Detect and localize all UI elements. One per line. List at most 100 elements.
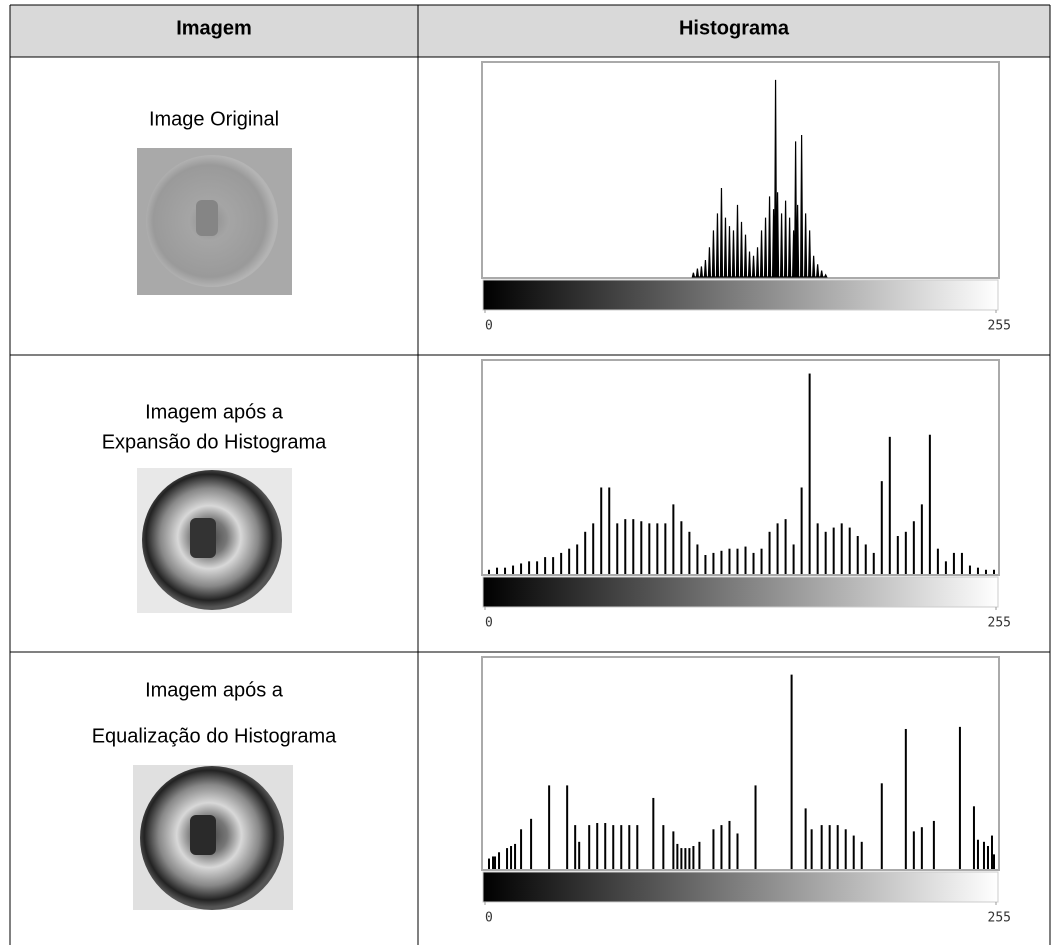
page: Imagem Histograma Image Original Imagem … xyxy=(0,0,1059,945)
histogram-bar xyxy=(905,532,907,574)
histogram-bar xyxy=(921,827,923,869)
histogram-bar xyxy=(504,568,506,574)
caption: Imagem após a xyxy=(145,401,284,423)
histogram-bar xyxy=(973,806,975,869)
histogram-bar xyxy=(680,521,682,574)
histogram-bar xyxy=(512,566,514,574)
histogram-bar xyxy=(604,823,606,869)
histogram-bar xyxy=(985,570,987,574)
histogram-bar xyxy=(624,519,626,574)
histogram-bar xyxy=(552,557,554,574)
histogram-bar xyxy=(991,836,993,869)
histogram-bar xyxy=(857,536,859,574)
x-tick-label: 0 xyxy=(485,319,493,334)
histogram-bar xyxy=(696,544,698,574)
histogram-bar xyxy=(889,437,891,574)
histogram-bar xyxy=(921,504,923,574)
histogram-bar xyxy=(865,544,867,574)
histogram-bar xyxy=(672,831,674,869)
histogram: 0255 xyxy=(482,657,1011,926)
histogram-bar xyxy=(745,547,747,574)
histogram-bar xyxy=(520,829,522,869)
gray-scale-bar xyxy=(483,577,998,607)
histogram-bar xyxy=(510,846,512,869)
histogram-bar xyxy=(698,842,700,869)
histogram-bar xyxy=(560,553,562,574)
histogram-bar xyxy=(688,848,690,869)
histogram-bar xyxy=(736,833,738,869)
histogram-bar xyxy=(648,523,650,574)
histogram-bar xyxy=(576,544,578,574)
histogram-bar xyxy=(592,523,594,574)
histogram-bar xyxy=(937,549,939,574)
histogram: 0255 xyxy=(482,360,1011,631)
histogram-bar xyxy=(720,551,722,574)
x-tick-label: 255 xyxy=(988,319,1011,334)
histogram-bar xyxy=(704,555,706,574)
histogram-bar xyxy=(791,675,793,869)
x-tick-label: 0 xyxy=(485,911,493,926)
histogram-bar xyxy=(897,536,899,574)
histogram-bar xyxy=(805,808,807,869)
histogram-bar xyxy=(977,840,979,869)
histogram-bar xyxy=(574,825,576,869)
histogram-bar xyxy=(488,570,490,574)
histogram-bar xyxy=(566,785,568,869)
caption: Image Original xyxy=(149,108,279,130)
histogram-bar xyxy=(662,825,664,869)
histogram-bar xyxy=(548,785,550,869)
histogram-bar xyxy=(712,553,714,574)
histogram-bar xyxy=(688,532,690,574)
histogram-bar xyxy=(833,528,835,574)
histogram-bar xyxy=(544,557,546,574)
histogram-bar xyxy=(640,521,642,574)
histogram-bar xyxy=(837,825,839,869)
histogram-bar xyxy=(801,487,803,574)
histogram-bar xyxy=(753,553,755,574)
histogram-bar xyxy=(849,528,851,574)
histogram-bar xyxy=(530,819,532,869)
histogram-bar xyxy=(821,825,823,869)
histogram-bar xyxy=(712,829,714,869)
histogram-bar xyxy=(933,821,935,869)
caption: Equalização do Histograma xyxy=(92,725,337,747)
histogram-bar xyxy=(664,523,666,574)
histogram-bar xyxy=(881,783,883,869)
histogram-bar xyxy=(684,848,686,869)
histogram-bar xyxy=(600,487,602,574)
histogram-bar xyxy=(720,825,722,869)
histogram-bar xyxy=(873,553,875,574)
histogram-bar xyxy=(736,549,738,574)
histogram-bar xyxy=(777,523,779,574)
cell-image xyxy=(133,765,293,910)
histogram-bar xyxy=(793,544,795,574)
histogram-bar xyxy=(841,523,843,574)
histogram-bar xyxy=(672,504,674,574)
histogram-bar xyxy=(993,570,995,574)
histogram-bar xyxy=(969,566,971,574)
x-tick-label: 255 xyxy=(988,616,1011,631)
histogram-bar xyxy=(498,852,500,869)
histogram-bar xyxy=(929,435,931,574)
histogram-bar xyxy=(977,568,979,574)
histogram-bar xyxy=(945,561,947,574)
histogram-bar xyxy=(961,553,963,574)
histogram-bar xyxy=(728,549,730,574)
histogram-bar xyxy=(496,568,498,574)
histogram-bar xyxy=(492,856,494,869)
histogram-bar xyxy=(881,481,883,574)
histogram-bar xyxy=(588,825,590,869)
histogram-bar xyxy=(514,844,516,869)
histogram-bar xyxy=(829,825,831,869)
histogram-bar xyxy=(692,846,694,869)
column-header: Histograma xyxy=(679,17,790,39)
histogram-bar xyxy=(494,856,496,869)
histogram-bar xyxy=(584,532,586,574)
histogram-bar xyxy=(676,844,678,869)
histogram-bar xyxy=(620,825,622,869)
gray-scale-bar xyxy=(483,872,998,902)
gray-scale-bar xyxy=(483,280,998,310)
histogram-bar xyxy=(809,374,811,574)
histogram-bar xyxy=(817,523,819,574)
histogram-bar xyxy=(761,549,763,574)
